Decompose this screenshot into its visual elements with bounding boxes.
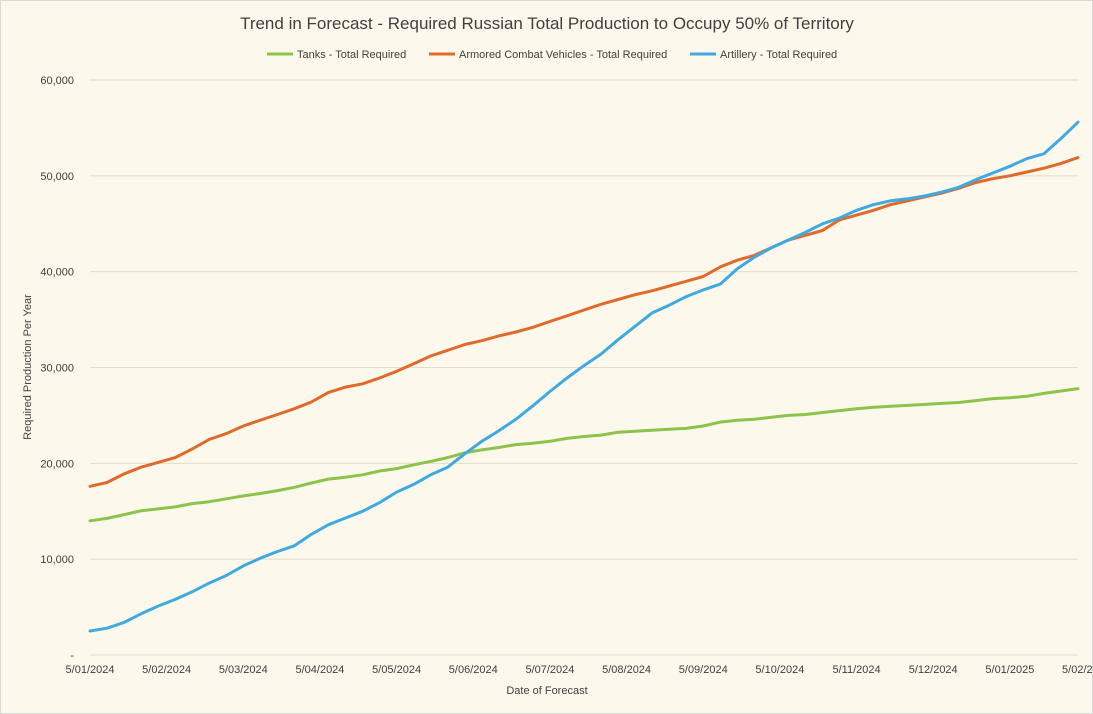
chart-title: Trend in Forecast - Required Russian Tot… [240,14,854,33]
x-tick-label: 5/03/2024 [219,664,268,676]
x-tick-label: 5/10/2024 [755,664,804,676]
x-tick-label: 5/04/2024 [295,664,344,676]
y-tick-label: - [70,650,74,662]
y-tick-label: 10,000 [40,554,74,566]
y-tick-label: 50,000 [40,171,74,183]
x-axis-title: Date of Forecast [506,685,587,697]
y-axis-tick-labels: - 10,000 20,000 30,000 40,000 50,000 60,000 [40,75,74,662]
x-tick-label: 5/02/2024 [142,664,191,676]
x-tick-label: 5/02/2025 [1062,664,1092,676]
series-lines [88,120,1080,633]
y-tick-label: 60,000 [40,75,74,87]
y-tick-label: 40,000 [40,267,74,279]
x-tick-label: 5/01/2025 [985,664,1034,676]
legend-label: Tanks - Total Required [297,49,406,61]
x-tick-label: 5/05/2024 [372,664,421,676]
x-tick-label: 5/09/2024 [679,664,728,676]
y-tick-label: 30,000 [40,363,74,375]
x-tick-label: 5/12/2024 [909,664,958,676]
legend: Tanks - Total Required Armored Combat Veh… [267,49,837,61]
legend-label: Armored Combat Vehicles - Total Required [459,49,667,61]
x-tick-label: 5/11/2024 [832,664,880,676]
series-line-1 [88,387,1080,523]
x-tick-label: 5/08/2024 [602,664,651,676]
series-line-3 [88,120,1080,633]
y-tick-label: 20,000 [40,458,74,470]
x-tick-label: 5/01/2024 [66,664,115,676]
series-line-2 [88,156,1080,488]
x-axis-tick-labels: 5/01/2024 5/02/2024 5/03/2024 5/04/2024 5/05… [66,664,1092,676]
x-tick-label: 5/07/2024 [525,664,574,676]
legend-label: Artillery - Total Required [720,49,837,61]
x-tick-label: 5/06/2024 [449,664,498,676]
y-axis-title: Required Production Per Year [22,294,34,440]
